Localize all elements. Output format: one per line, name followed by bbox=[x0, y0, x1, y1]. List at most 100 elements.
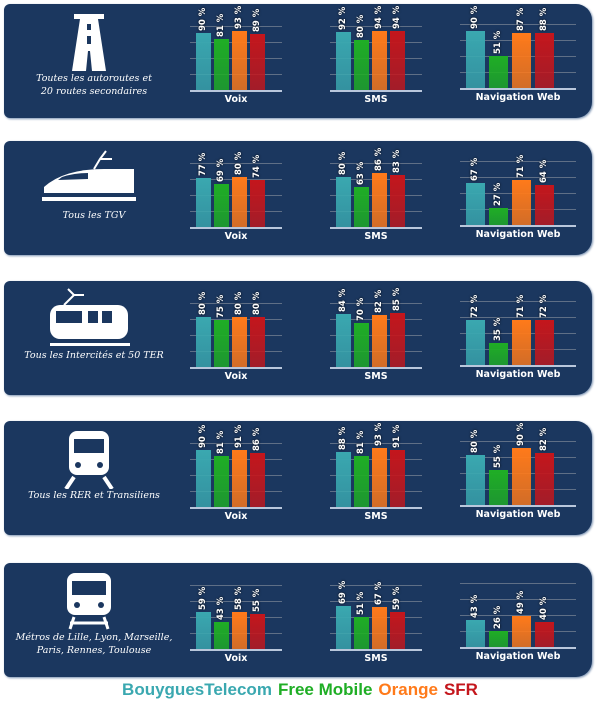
baseline bbox=[190, 367, 282, 369]
category-label: Navigation Web bbox=[475, 369, 561, 380]
bar-orange bbox=[372, 606, 387, 649]
gridline bbox=[460, 582, 576, 584]
value-label: 91 % bbox=[391, 424, 402, 448]
bar-orange bbox=[512, 320, 531, 365]
bar-bouyguestelecom bbox=[466, 182, 485, 225]
caption-line: Paris, Rennes, Toulouse bbox=[36, 645, 152, 656]
caption-line: Tous les TGV bbox=[62, 210, 126, 221]
bar-orange bbox=[232, 449, 247, 507]
intercity-train-icon bbox=[50, 288, 130, 346]
value-label: 87 % bbox=[515, 7, 526, 32]
bar-bouyguestelecom bbox=[196, 611, 211, 649]
gridline bbox=[330, 162, 422, 164]
value-label: 81 % bbox=[215, 13, 226, 37]
value-label: 72 % bbox=[469, 294, 480, 318]
bar-free-mobile bbox=[489, 630, 508, 647]
category-label: SMS bbox=[364, 231, 388, 242]
value-label: 82 % bbox=[373, 290, 384, 314]
bar-bouyguestelecom bbox=[196, 450, 211, 507]
value-label: 70 % bbox=[355, 297, 366, 321]
bar-bouyguestelecom bbox=[196, 178, 211, 227]
value-label: 91 % bbox=[233, 424, 244, 448]
bar-bouyguestelecom bbox=[466, 619, 485, 647]
chart-sms: 84 % 70 % 82 % 85 % SMS bbox=[330, 288, 422, 382]
value-label: 69 % bbox=[215, 158, 226, 182]
bar-sfr bbox=[535, 32, 554, 88]
bar-sfr bbox=[250, 180, 265, 227]
bar-sfr bbox=[250, 452, 265, 507]
bar-bouyguestelecom bbox=[336, 32, 351, 90]
value-label: 72 % bbox=[538, 294, 549, 318]
bar-orange bbox=[372, 315, 387, 367]
legend-bouygues: BouyguesTelecom bbox=[122, 680, 272, 699]
value-label: 55 % bbox=[251, 589, 262, 613]
bar-free-mobile bbox=[489, 342, 508, 365]
bar-free-mobile bbox=[354, 187, 369, 227]
gridline bbox=[460, 316, 576, 318]
value-label: 77 % bbox=[197, 153, 208, 177]
value-label: 43 % bbox=[215, 596, 226, 620]
gridline bbox=[190, 162, 282, 164]
bar-sfr bbox=[535, 319, 554, 365]
value-label: 80 % bbox=[355, 14, 366, 38]
chart-sms: 69 % 51 % 67 % 59 % SMS bbox=[330, 578, 422, 664]
caption-line: 20 routes secondaires bbox=[40, 86, 148, 97]
bar-sfr bbox=[250, 316, 265, 367]
bar-sfr bbox=[390, 30, 405, 90]
bar-bouyguestelecom bbox=[466, 31, 485, 88]
baseline bbox=[330, 649, 422, 651]
chart-voix: 90 % 81 % 91 % 86 % Voix bbox=[190, 424, 282, 522]
value-label: 59 % bbox=[391, 586, 402, 610]
bar-free-mobile bbox=[354, 39, 369, 90]
value-label: 83 % bbox=[391, 149, 402, 173]
value-label: 94 % bbox=[373, 5, 384, 29]
chart-navigation-web: 43 % 26 % 49 % 40 % Navigation Web bbox=[460, 576, 576, 662]
value-label: 55 % bbox=[492, 445, 503, 469]
value-label: 63 % bbox=[355, 161, 366, 186]
value-label: 74 % bbox=[251, 155, 262, 179]
bar-sfr bbox=[535, 453, 554, 505]
panel-caption: Tous les TGV bbox=[4, 209, 184, 222]
bar-free-mobile bbox=[214, 38, 229, 90]
bar-sfr bbox=[535, 621, 554, 647]
legend-free: Free Mobile bbox=[277, 680, 373, 699]
caption-line: Toutes les autoroutes et bbox=[36, 73, 152, 84]
high-speed-train-icon bbox=[42, 150, 136, 201]
value-label: 94 % bbox=[391, 5, 402, 29]
value-label: 49 % bbox=[515, 590, 526, 615]
category-label: Voix bbox=[224, 371, 248, 382]
category-label: Voix bbox=[224, 94, 248, 105]
bar-free-mobile bbox=[214, 183, 229, 227]
bar-bouyguestelecom bbox=[336, 176, 351, 227]
bar-orange bbox=[232, 316, 247, 367]
gridline bbox=[460, 440, 576, 442]
baseline bbox=[460, 365, 576, 367]
value-label: 71 % bbox=[515, 154, 526, 179]
baseline bbox=[190, 507, 282, 509]
bar-orange bbox=[512, 616, 531, 647]
gridline bbox=[330, 600, 422, 602]
gridline bbox=[460, 176, 576, 178]
bar-orange bbox=[512, 448, 531, 505]
bar-free-mobile bbox=[354, 616, 369, 649]
value-label: 92 % bbox=[337, 6, 348, 31]
baseline bbox=[460, 225, 576, 227]
panel-caption: Toutes les autoroutes et 20 routes second… bbox=[4, 72, 184, 98]
value-label: 64 % bbox=[538, 159, 549, 183]
value-label: 80 % bbox=[469, 429, 480, 453]
value-label: 88 % bbox=[538, 7, 549, 31]
category-label: Navigation Web bbox=[475, 229, 561, 240]
value-label: 86 % bbox=[251, 427, 262, 451]
bar-free-mobile bbox=[489, 470, 508, 505]
legend: BouyguesTelecom Free Mobile Orange SFR bbox=[0, 680, 600, 700]
bar-sfr bbox=[390, 313, 405, 367]
bar-free-mobile bbox=[489, 207, 508, 225]
chart-sms: 92 % 80 % 94 % 94 % SMS bbox=[330, 5, 422, 105]
highway-icon bbox=[72, 14, 106, 71]
value-label: 26 % bbox=[492, 605, 503, 629]
bar-bouyguestelecom bbox=[196, 316, 211, 367]
bar-sfr bbox=[535, 184, 554, 225]
value-label: 59 % bbox=[197, 586, 208, 610]
legend-sfr: SFR bbox=[443, 680, 478, 699]
bar-sfr bbox=[390, 449, 405, 507]
